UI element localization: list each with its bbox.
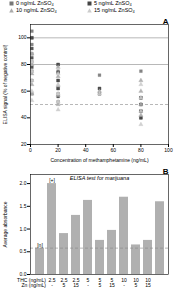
svg-text:B: B [163, 167, 169, 176]
svg-text:2.5-: 2.5- [49, 277, 56, 288]
svg-text:100: 100 [164, 147, 173, 153]
svg-text:515: 515 [109, 277, 115, 288]
svg-text:5-: 5- [87, 277, 90, 288]
svg-text:0: 0 [29, 147, 32, 153]
svg-text:[n]: [n] [37, 242, 43, 248]
svg-text:1.5: 1.5 [20, 203, 27, 209]
svg-text:THC (ng/mL)Zn (ng/mL): THC (ng/mL)Zn (ng/mL) [17, 277, 46, 288]
svg-text:1015: 1015 [145, 277, 151, 288]
svg-text:2.0: 2.0 [20, 180, 27, 186]
svg-text:0.0: 0.0 [19, 271, 27, 278]
svg-text:80: 80 [138, 147, 144, 153]
svg-text:A: A [163, 17, 169, 26]
svg-text:Concentration of methamphetami: Concentration of methamphetamine (ng/mL) [50, 157, 148, 163]
svg-text:20: 20 [21, 141, 27, 147]
svg-text:ELISA test for marijuana: ELISA test for marijuana [70, 175, 129, 181]
html-text:10 ng/mL ZnSO₄: 10 ng/mL ZnSO₄ [16, 7, 57, 13]
svg-text:40: 40 [21, 114, 27, 120]
svg-text:2.55: 2.55 [61, 277, 68, 288]
html-text:0 ng/mL ZnSO₄: 0 ng/mL ZnSO₄ [16, 0, 54, 6]
svg-text:[+]: [+] [49, 177, 55, 183]
svg-text:0.5: 0.5 [20, 248, 27, 254]
svg-text:80: 80 [21, 61, 27, 67]
svg-text:20: 20 [55, 147, 61, 153]
svg-text:40: 40 [83, 147, 89, 153]
svg-text:105: 105 [133, 277, 139, 288]
svg-text:ELISA signal (% of negative co: ELISA signal (% of negative control) [2, 44, 8, 124]
svg-text:1.0: 1.0 [20, 226, 27, 232]
svg-text:60: 60 [21, 88, 27, 94]
html-text:5 ng/mL ZnSO₄: 5 ng/mL ZnSO₄ [94, 0, 132, 6]
svg-text:2.515: 2.515 [73, 277, 80, 288]
html-text:15 ng/mL ZnSO₄: 15 ng/mL ZnSO₄ [94, 7, 135, 13]
svg-text:60: 60 [111, 147, 117, 153]
svg-text:100: 100 [18, 34, 27, 40]
svg-text:Average absorbance: Average absorbance [2, 201, 8, 247]
svg-text:55: 55 [99, 277, 102, 288]
svg-text:10-: 10- [121, 277, 127, 288]
